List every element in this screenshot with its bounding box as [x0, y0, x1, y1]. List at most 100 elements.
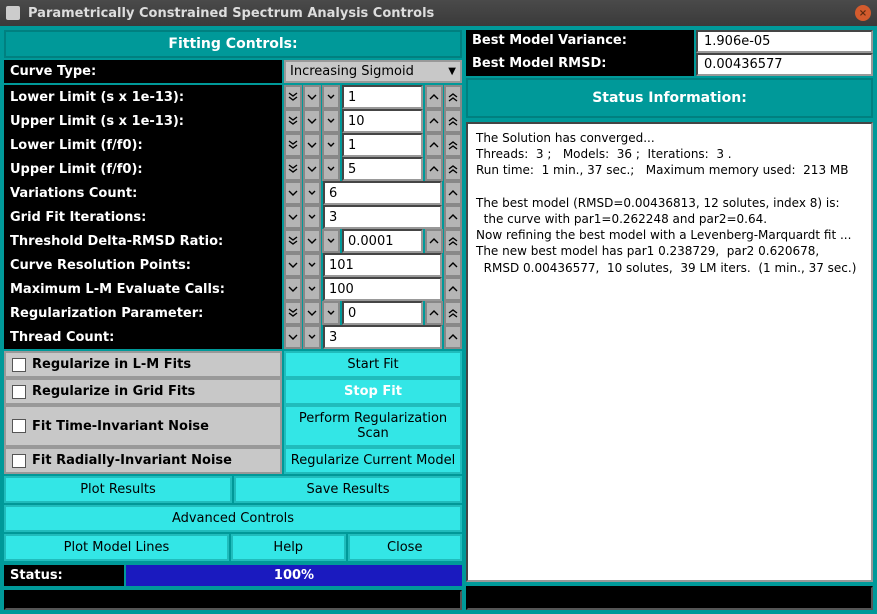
action-button[interactable]: Perform Regularization Scan — [284, 405, 462, 447]
checkbox-cell[interactable]: Fit Time-Invariant Noise — [4, 405, 282, 447]
plot-model-lines-button[interactable]: Plot Model Lines — [4, 534, 229, 561]
step-up-group — [444, 325, 462, 349]
decrement-icon[interactable] — [284, 205, 302, 229]
big-increment-icon[interactable] — [444, 109, 462, 133]
decrement-icon[interactable] — [284, 277, 302, 301]
step-menu-icon[interactable] — [322, 85, 340, 109]
decrement-icon[interactable] — [303, 301, 321, 325]
param-value-input[interactable]: 3 — [323, 325, 442, 349]
step-menu-icon[interactable] — [322, 109, 340, 133]
param-label: Lower Limit (s x 1e-13): — [4, 85, 282, 109]
step-menu-icon[interactable] — [303, 205, 321, 229]
step-menu-icon[interactable] — [322, 157, 340, 181]
step-menu-icon[interactable] — [322, 229, 340, 253]
param-value-input[interactable]: 0 — [342, 301, 423, 325]
checkbox-icon[interactable] — [12, 454, 26, 468]
param-row: Regularization Parameter: 0 — [4, 301, 462, 325]
step-down-group — [284, 181, 321, 205]
param-value-input[interactable]: 100 — [323, 277, 442, 301]
big-increment-icon[interactable] — [444, 85, 462, 109]
progress-bar: 100% — [126, 565, 462, 586]
kv-row: Best Model Variance: 1.906e-05 — [466, 30, 873, 53]
checkbox-cell[interactable]: Regularize in L-M Fits — [4, 351, 282, 378]
increment-icon[interactable] — [444, 325, 462, 349]
param-value-input[interactable]: 1 — [342, 85, 423, 109]
big-decrement-icon[interactable] — [284, 157, 302, 181]
step-menu-icon[interactable] — [303, 181, 321, 205]
kv-label: Best Model RMSD: — [466, 53, 694, 76]
increment-icon[interactable] — [444, 205, 462, 229]
param-row: Lower Limit (s x 1e-13): 1 — [4, 85, 462, 109]
step-menu-icon[interactable] — [322, 301, 340, 325]
big-increment-icon[interactable] — [444, 301, 462, 325]
checkbox-icon[interactable] — [12, 385, 26, 399]
param-value-input[interactable]: 6 — [323, 181, 442, 205]
increment-icon[interactable] — [425, 133, 443, 157]
param-value-input[interactable]: 1 — [342, 133, 423, 157]
increment-icon[interactable] — [444, 253, 462, 277]
decrement-icon[interactable] — [303, 133, 321, 157]
check-button-row: Regularize in L-M Fits Start Fit — [4, 351, 462, 378]
big-decrement-icon[interactable] — [284, 85, 302, 109]
kv-value: 1.906e-05 — [696, 30, 873, 53]
fitting-controls-header: Fitting Controls: — [4, 30, 462, 58]
close-icon[interactable]: × — [855, 5, 871, 21]
param-label: Upper Limit (f/f0): — [4, 157, 282, 181]
step-menu-icon[interactable] — [303, 253, 321, 277]
checkbox-icon[interactable] — [12, 358, 26, 372]
increment-icon[interactable] — [425, 301, 443, 325]
action-button[interactable]: Stop Fit — [284, 378, 462, 405]
increment-icon[interactable] — [444, 277, 462, 301]
decrement-icon[interactable] — [284, 253, 302, 277]
close-button[interactable]: Close — [348, 534, 463, 561]
big-increment-icon[interactable] — [444, 229, 462, 253]
step-up-group — [425, 109, 462, 133]
big-decrement-icon[interactable] — [284, 109, 302, 133]
increment-icon[interactable] — [425, 85, 443, 109]
increment-icon[interactable] — [425, 109, 443, 133]
curve-type-label: Curve Type: — [4, 60, 282, 83]
titlebar[interactable]: Parametrically Constrained Spectrum Anal… — [0, 0, 877, 26]
decrement-icon[interactable] — [303, 229, 321, 253]
curve-type-select[interactable]: Increasing Sigmoid ▼ — [284, 60, 462, 83]
param-value-input[interactable]: 101 — [323, 253, 442, 277]
step-menu-icon[interactable] — [303, 277, 321, 301]
kv-label: Best Model Variance: — [466, 30, 694, 53]
big-increment-icon[interactable] — [444, 157, 462, 181]
increment-icon[interactable] — [425, 229, 443, 253]
step-menu-icon[interactable] — [322, 133, 340, 157]
big-decrement-icon[interactable] — [284, 229, 302, 253]
param-row: Thread Count: 3 — [4, 325, 462, 349]
param-value-input[interactable]: 3 — [323, 205, 442, 229]
plot-results-button[interactable]: Plot Results — [4, 476, 232, 503]
param-label: Variations Count: — [4, 181, 282, 205]
checkbox-cell[interactable]: Fit Radially-Invariant Noise — [4, 447, 282, 474]
param-row: Upper Limit (s x 1e-13): 10 — [4, 109, 462, 133]
chevron-down-icon: ▼ — [448, 66, 456, 77]
help-button[interactable]: Help — [231, 534, 346, 561]
decrement-icon[interactable] — [284, 181, 302, 205]
decrement-icon[interactable] — [303, 109, 321, 133]
param-row: Grid Fit Iterations: 3 — [4, 205, 462, 229]
step-menu-icon[interactable] — [303, 325, 321, 349]
action-button[interactable]: Start Fit — [284, 351, 462, 378]
param-value-input[interactable]: 5 — [342, 157, 423, 181]
big-decrement-icon[interactable] — [284, 133, 302, 157]
checkbox-cell[interactable]: Regularize in Grid Fits — [4, 378, 282, 405]
increment-icon[interactable] — [444, 181, 462, 205]
kv-value: 0.00436577 — [696, 53, 873, 76]
checkbox-icon[interactable] — [12, 419, 26, 433]
left-footer-blank — [4, 590, 462, 610]
status-text-area[interactable]: The Solution has converged... Threads: 3… — [466, 122, 873, 582]
param-value-input[interactable]: 10 — [342, 109, 423, 133]
advanced-controls-button[interactable]: Advanced Controls — [4, 505, 462, 532]
action-button[interactable]: Regularize Current Model — [284, 447, 462, 474]
big-increment-icon[interactable] — [444, 133, 462, 157]
save-results-button[interactable]: Save Results — [234, 476, 462, 503]
increment-icon[interactable] — [425, 157, 443, 181]
param-value-input[interactable]: 0.0001 — [342, 229, 423, 253]
decrement-icon[interactable] — [303, 85, 321, 109]
decrement-icon[interactable] — [303, 157, 321, 181]
decrement-icon[interactable] — [284, 325, 302, 349]
big-decrement-icon[interactable] — [284, 301, 302, 325]
